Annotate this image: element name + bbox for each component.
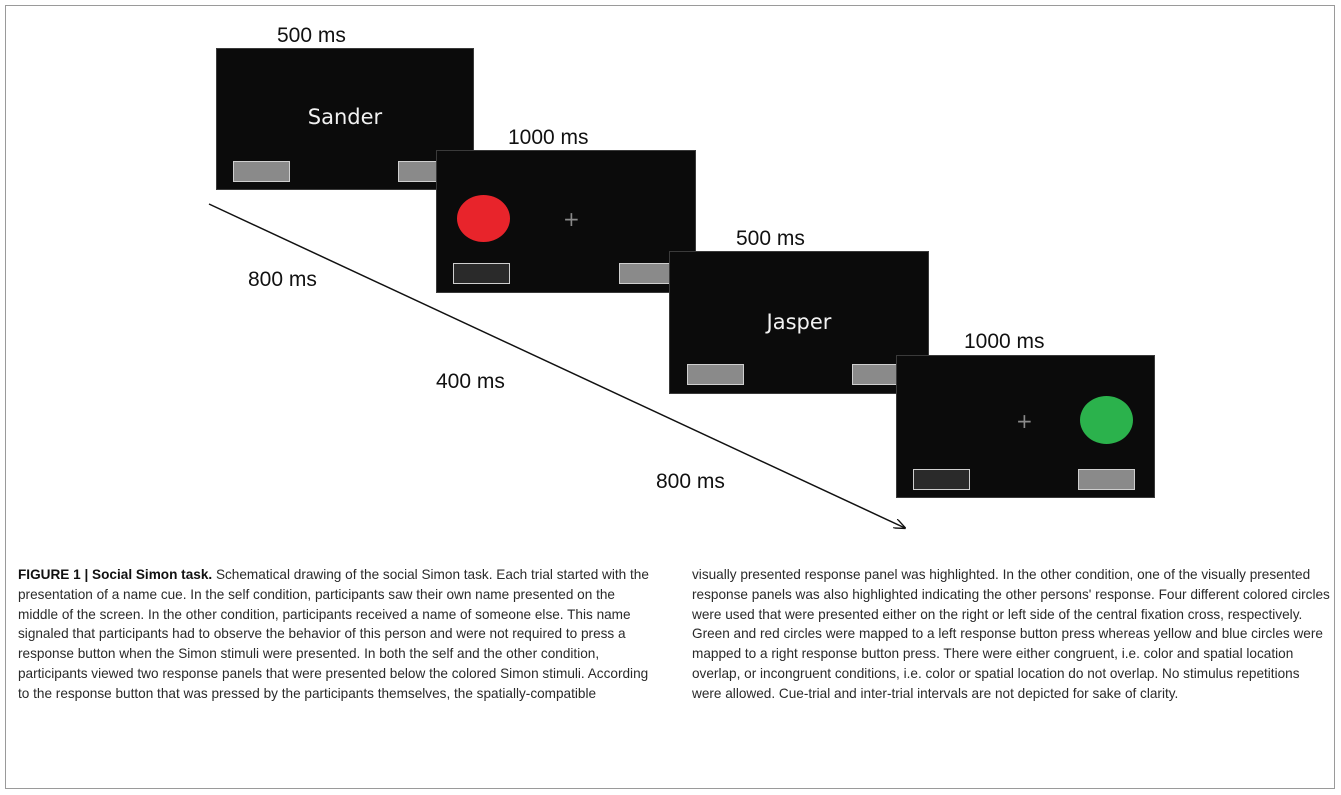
screen-stimulus-2: + bbox=[896, 355, 1155, 498]
response-panel-left bbox=[233, 161, 290, 182]
response-panel-right bbox=[619, 263, 676, 284]
interval-2-label: 400 ms bbox=[436, 370, 505, 393]
response-panel-left bbox=[687, 364, 744, 385]
response-panel-left bbox=[913, 469, 970, 490]
screen-stimulus-1: + bbox=[436, 150, 696, 293]
screen-name-cue-1: Sander bbox=[216, 48, 474, 190]
stimulus-circle-green bbox=[1080, 396, 1133, 444]
response-panel-left bbox=[453, 263, 510, 284]
screen-2-duration: 1000 ms bbox=[508, 126, 589, 149]
screen-4-duration: 1000 ms bbox=[964, 330, 1045, 353]
screen-1-duration: 500 ms bbox=[277, 24, 346, 47]
interval-3-label: 800 ms bbox=[656, 470, 725, 493]
fixation-cross: + bbox=[563, 207, 580, 231]
name-cue-text: Jasper bbox=[766, 310, 832, 334]
interval-1-label: 800 ms bbox=[248, 268, 317, 291]
figure-label: FIGURE 1 | Social Simon task. bbox=[18, 567, 213, 582]
figure-frame bbox=[5, 5, 1335, 789]
caption-left-text: Schematical drawing of the social Simon … bbox=[18, 567, 649, 701]
figure-caption-left: FIGURE 1 | Social Simon task. Schematica… bbox=[18, 565, 658, 704]
stimulus-circle-red bbox=[457, 195, 510, 242]
screen-name-cue-2: Jasper bbox=[669, 251, 929, 394]
figure-caption-right: visually presented response panel was hi… bbox=[692, 567, 1330, 701]
fixation-cross: + bbox=[1016, 409, 1033, 433]
response-panel-right bbox=[1078, 469, 1135, 490]
name-cue-text: Sander bbox=[307, 105, 383, 129]
screen-3-duration: 500 ms bbox=[736, 227, 805, 250]
